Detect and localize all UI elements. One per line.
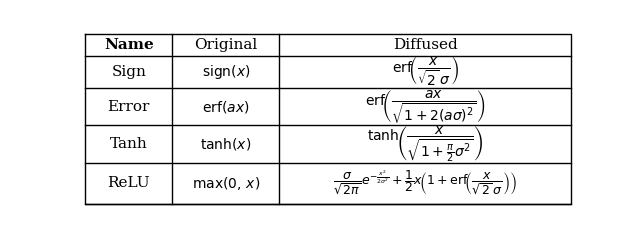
Text: Name: Name <box>104 38 154 52</box>
Text: Error: Error <box>108 100 150 114</box>
Text: Diffused: Diffused <box>393 38 458 52</box>
Text: $\mathrm{sign}(x)$: $\mathrm{sign}(x)$ <box>202 63 250 81</box>
Text: $\mathrm{erf}\!\left(\dfrac{x}{\sqrt{2}\,\sigma}\right)$: $\mathrm{erf}\!\left(\dfrac{x}{\sqrt{2}\… <box>392 55 459 88</box>
Text: $\mathrm{tanh}\!\left(\dfrac{x}{\sqrt{1+\frac{\pi}{2}\sigma^2}}\right)$: $\mathrm{tanh}\!\left(\dfrac{x}{\sqrt{1+… <box>367 124 483 164</box>
Text: Original: Original <box>195 38 257 52</box>
Text: Sign: Sign <box>111 65 146 79</box>
Text: Tanh: Tanh <box>110 137 148 151</box>
Text: $\mathrm{tanh}(x)$: $\mathrm{tanh}(x)$ <box>200 136 252 152</box>
Text: $\mathrm{erf}(ax)$: $\mathrm{erf}(ax)$ <box>202 99 250 115</box>
Text: $\max(0,\,x)$: $\max(0,\,x)$ <box>192 175 260 192</box>
Text: $\mathrm{erf}\!\left(\dfrac{ax}{\sqrt{1+2(a\sigma)^2}}\right)$: $\mathrm{erf}\!\left(\dfrac{ax}{\sqrt{1+… <box>365 88 486 125</box>
Text: $\dfrac{\sigma}{\sqrt{2\pi}}e^{-\frac{x^2}{2\sigma^2}}+\dfrac{1}{2}x\!\left(1+\m: $\dfrac{\sigma}{\sqrt{2\pi}}e^{-\frac{x^… <box>333 169 517 197</box>
Text: ReLU: ReLU <box>108 176 150 190</box>
